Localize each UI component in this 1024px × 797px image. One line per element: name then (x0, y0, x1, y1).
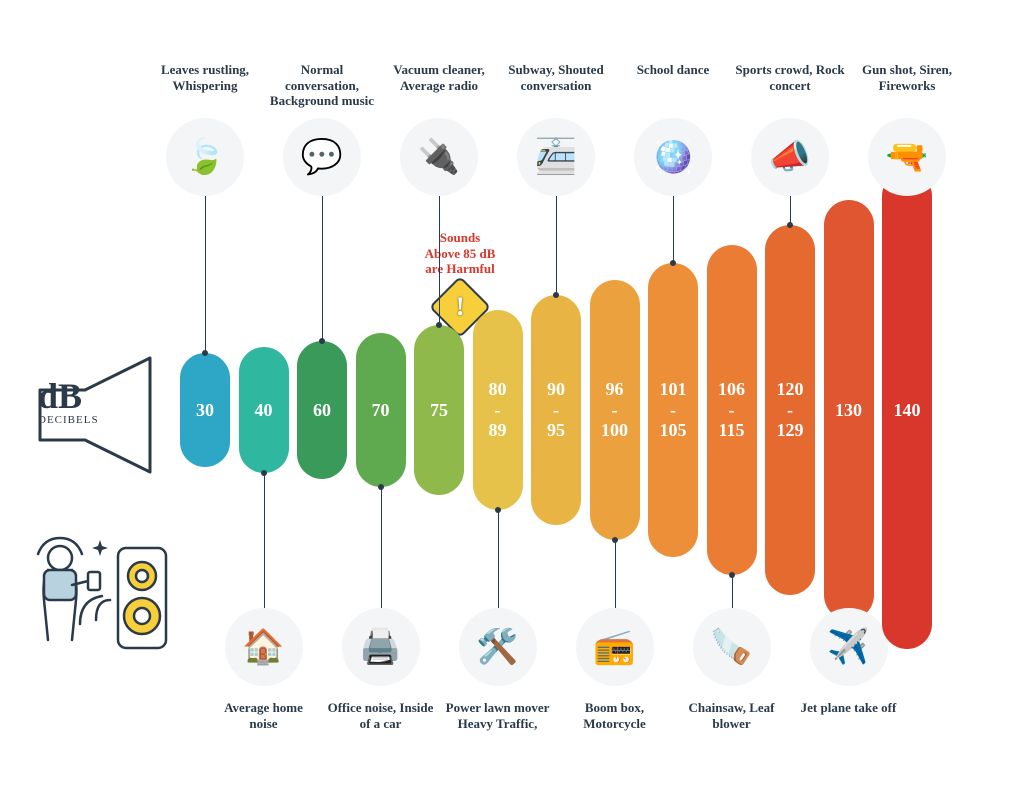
db-bar-value: 90-95 (547, 379, 565, 441)
connector-bottom-9 (732, 575, 733, 608)
bottom-label-11: Jet plane take off (794, 700, 904, 716)
db-bar-value: 130 (835, 400, 862, 421)
db-bar-value: 70 (372, 400, 390, 421)
connector-dot (202, 350, 208, 356)
db-bar-8: 101-105 (648, 263, 698, 557)
connector-bottom-1 (264, 473, 265, 608)
db-abbrev: dB (38, 380, 99, 412)
connector-top-0 (205, 196, 206, 353)
db-bar-value: 30 (196, 400, 214, 421)
warning-line2: Above 85 dB (425, 246, 496, 261)
bottom-label-1: Average home noise (209, 700, 319, 731)
warning-line1: Sounds (440, 230, 480, 245)
top-label-12: Gun shot, Siren, Fireworks (852, 62, 962, 93)
disco-icon: 🪩 (634, 118, 712, 196)
connector-bottom-5 (498, 510, 499, 608)
connector-top-10 (790, 196, 791, 225)
bottom-label-3: Office noise, Inside of a car (326, 700, 436, 731)
top-label-0: Leaves rustling, Whispering (150, 62, 260, 93)
connector-dot (787, 222, 793, 228)
connector-dot (495, 507, 501, 513)
chainsaw-icon: 🪚 (693, 608, 771, 686)
db-bar-value: 106-115 (718, 379, 745, 441)
connector-top-4 (439, 196, 440, 325)
connector-dot (553, 292, 559, 298)
top-label-8: School dance (618, 62, 728, 78)
db-bar-6: 90-95 (531, 295, 581, 525)
db-bar-value: 120-129 (777, 379, 804, 441)
connector-bottom-3 (381, 487, 382, 608)
connector-dot (319, 338, 325, 344)
db-bar-11: 130 (824, 200, 874, 620)
top-label-4: Vacuum cleaner, Average radio (384, 62, 494, 93)
db-bar-7: 96-100 (590, 280, 640, 540)
connector-bottom-7 (615, 540, 616, 608)
top-label-10: Sports crowd, Rock concert (735, 62, 845, 93)
printer-icon: 🖨️ (342, 608, 420, 686)
db-bar-3: 70 (356, 333, 406, 487)
plane-icon: ✈️ (810, 608, 888, 686)
house-icon: 🏠 (225, 608, 303, 686)
megaphone-icon: 📣 (751, 118, 829, 196)
connector-dot (378, 484, 384, 490)
bottom-label-9: Chainsaw, Leaf blower (677, 700, 787, 731)
db-bar-value: 140 (894, 400, 921, 421)
gun-icon: 🔫 (868, 118, 946, 196)
bottom-label-7: Boom box, Motorcycle (560, 700, 670, 731)
db-unit-block: dB DECIBELS (30, 350, 180, 470)
db-bar-10: 120-129 (765, 225, 815, 595)
connector-dot (261, 470, 267, 476)
vacuum-icon: 🔌 (400, 118, 478, 196)
top-label-6: Subway, Shouted conversation (501, 62, 611, 93)
db-bar-12: 140 (882, 171, 932, 649)
boombox-icon: 📻 (576, 608, 654, 686)
db-word: DECIBELS (38, 414, 99, 426)
mower-icon: 🛠️ (459, 608, 537, 686)
connector-dot (670, 260, 676, 266)
db-bar-1: 40 (239, 347, 289, 473)
chat-icon: 💬 (283, 118, 361, 196)
db-bar-value: 40 (255, 400, 273, 421)
bottom-label-5: Power lawn mover Heavy Traffic, (443, 700, 553, 731)
db-bar-4: 75 (414, 325, 464, 495)
db-bar-value: 96-100 (601, 379, 628, 441)
connector-dot (729, 572, 735, 578)
connector-top-2 (322, 196, 323, 341)
db-bar-value: 101-105 (660, 379, 687, 441)
db-bar-value: 60 (313, 400, 331, 421)
connector-dot (436, 322, 442, 328)
leaf-icon: 🍃 (166, 118, 244, 196)
db-bar-0: 30 (180, 353, 230, 467)
connector-top-8 (673, 196, 674, 263)
top-label-2: Normal conversation, Background music (267, 62, 377, 109)
db-bar-value: 75 (430, 400, 448, 421)
db-bar-9: 106-115 (707, 245, 757, 575)
warning-line3: are Harmful (425, 261, 494, 276)
connector-dot (612, 537, 618, 543)
train-icon: 🚈 (517, 118, 595, 196)
db-bar-value: 80-89 (489, 379, 507, 441)
db-bar-5: 80-89 (473, 310, 523, 510)
listener-figure (30, 530, 180, 685)
db-bar-2: 60 (297, 341, 347, 479)
connector-top-6 (556, 196, 557, 295)
